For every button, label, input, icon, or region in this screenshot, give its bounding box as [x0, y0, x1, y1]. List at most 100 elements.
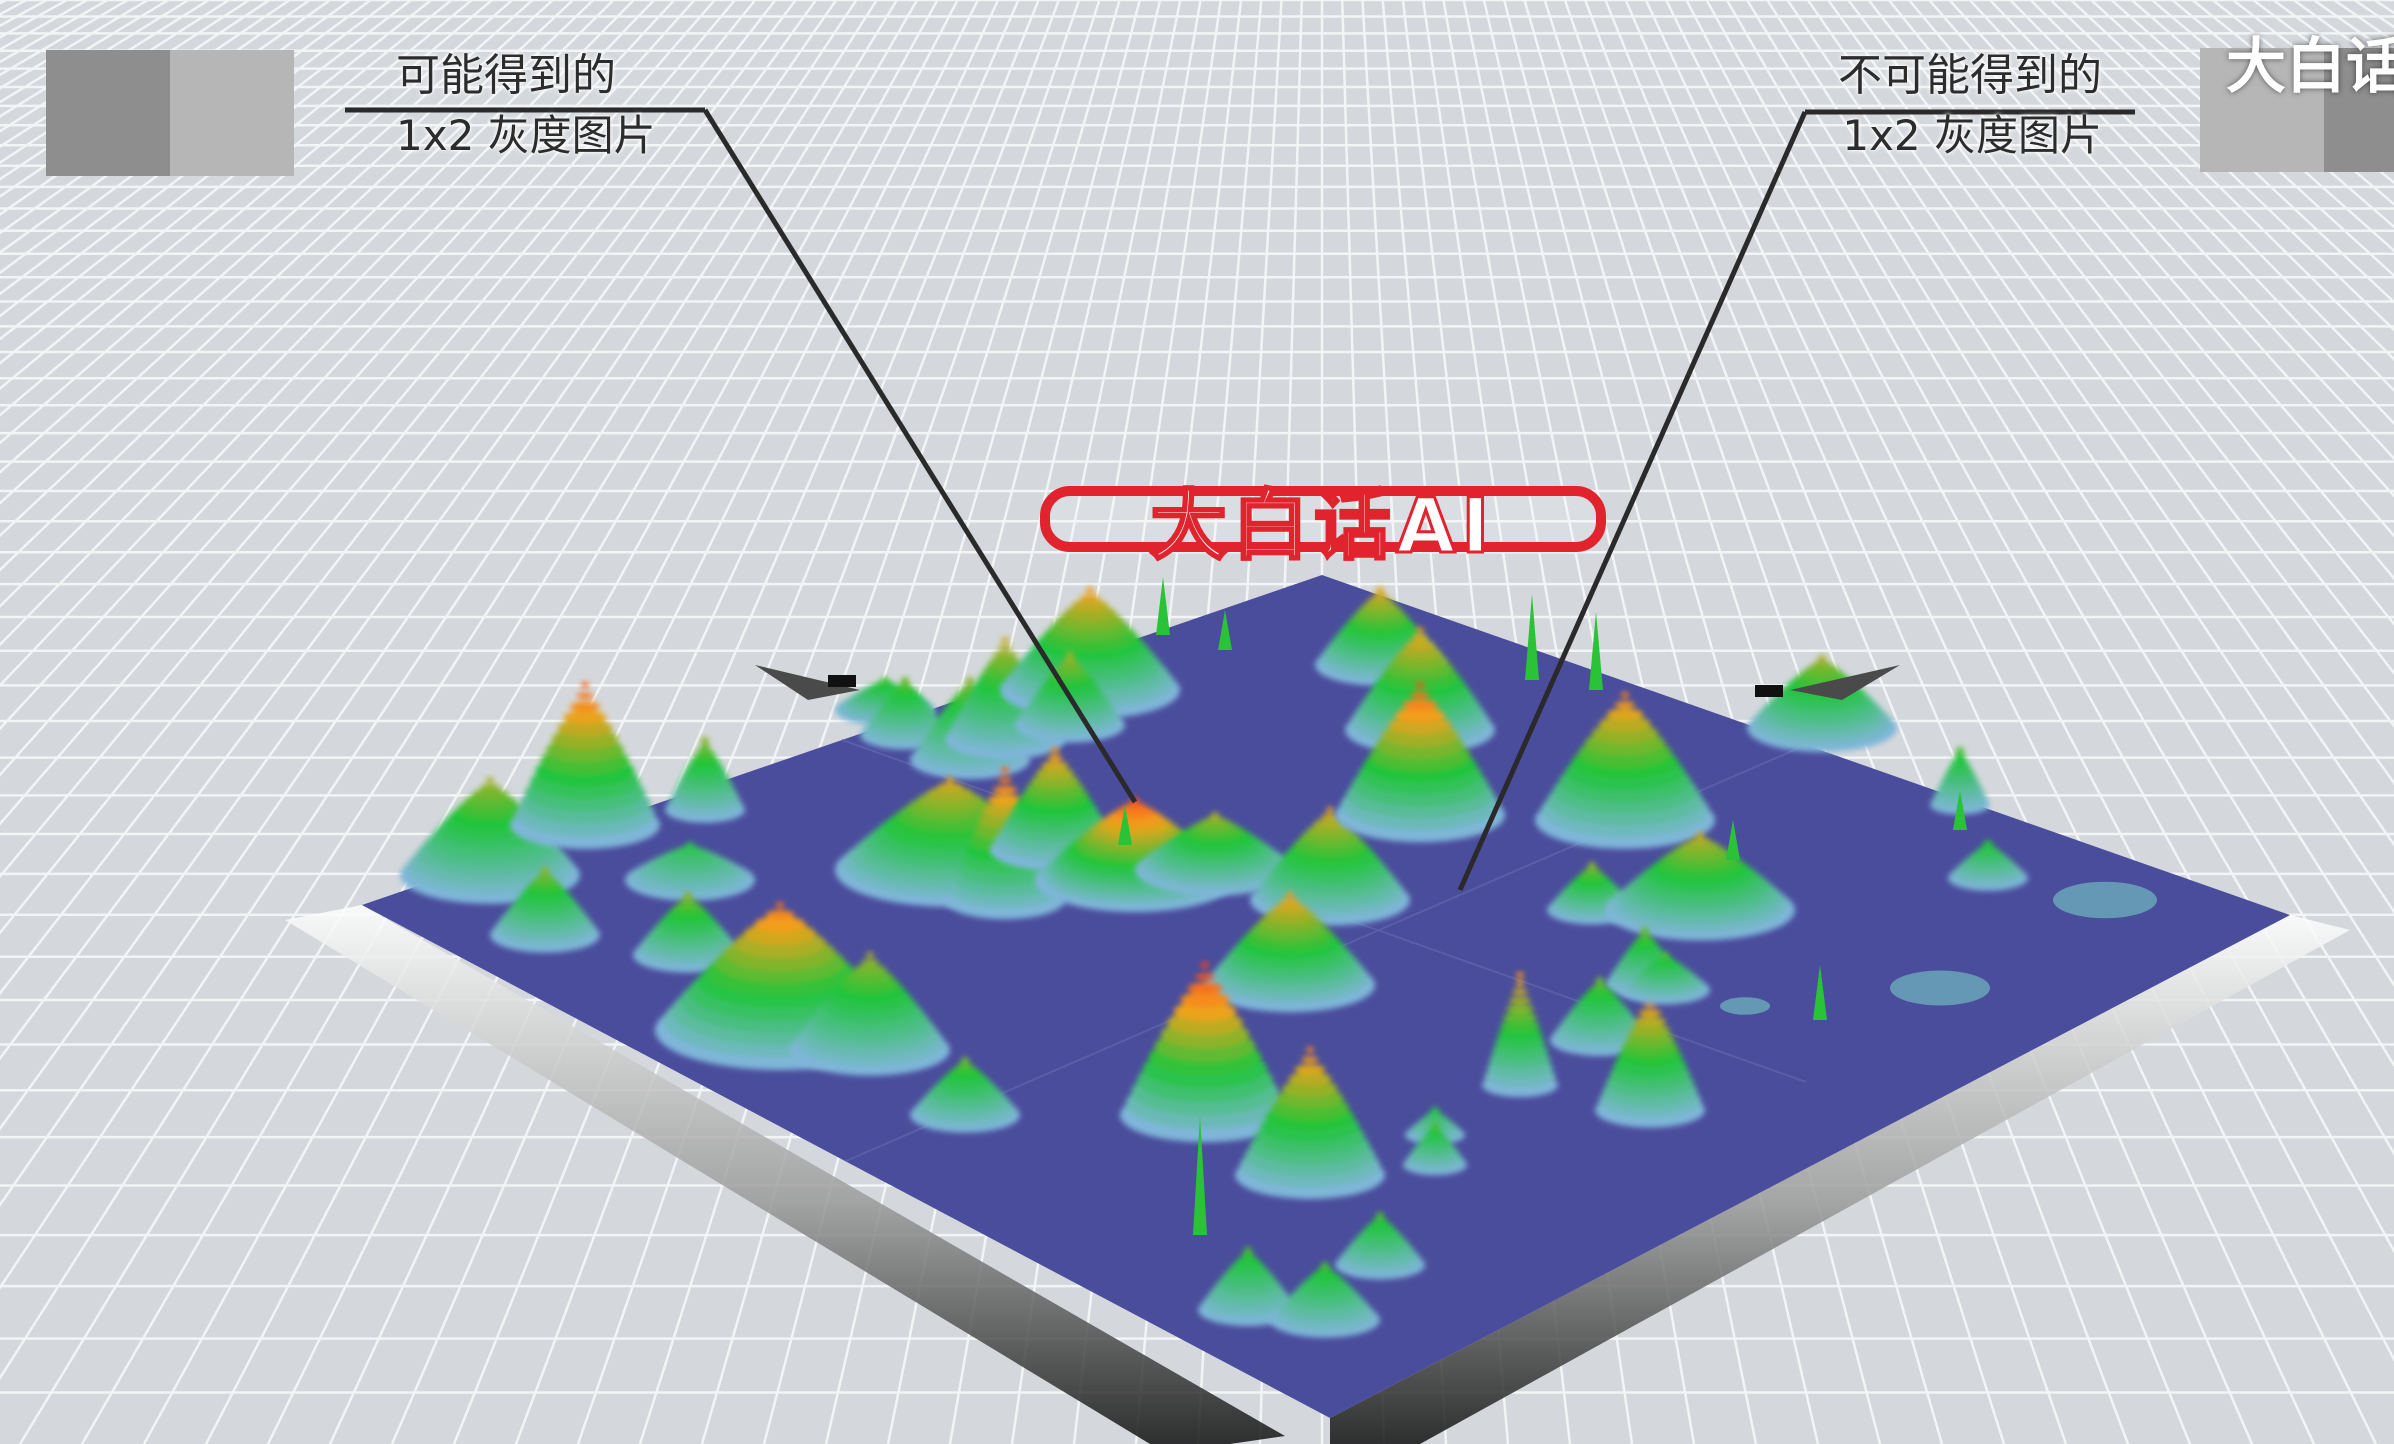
density-peak-layer — [1585, 989, 1615, 999]
density-spike — [1953, 790, 1967, 830]
floor-grid-line — [1745, 0, 2394, 1068]
density-peak — [1550, 977, 1650, 1056]
density-peak — [1595, 992, 1705, 1128]
density-peak-layer — [1237, 1255, 1259, 1263]
density-peak-layer — [1372, 592, 1388, 599]
density-peak — [1270, 1262, 1380, 1338]
density-peak-layer — [1641, 927, 1649, 933]
density-peak-layer — [992, 786, 1018, 794]
density-peak-layer — [1395, 707, 1445, 723]
gray-swatch-left-light — [170, 50, 294, 176]
density-peak-layer — [953, 1064, 977, 1073]
density-peak — [1403, 1122, 1467, 1176]
density-peak — [1135, 812, 1295, 896]
density-peak-layer — [1288, 1071, 1332, 1086]
floor-grid-line — [328, 0, 1000, 1444]
density-spike — [1813, 965, 1827, 1020]
density-peak-layer — [958, 1061, 972, 1068]
density-peak-layer — [1286, 892, 1294, 898]
density-peak-layer — [899, 681, 911, 688]
floor-grid-line — [1664, 0, 2378, 1444]
density-peak — [1205, 892, 1375, 1013]
density-peak-layer — [1411, 634, 1429, 641]
floor-grid-line — [142, 0, 939, 1444]
density-peak-layer — [576, 692, 594, 699]
floor-grid-line — [0, 0, 676, 731]
density-peak-layer — [1500, 1019, 1540, 1033]
density-peak — [1747, 655, 1897, 752]
density-peak-layer — [1606, 708, 1644, 721]
density-peak-layer — [1953, 755, 1967, 762]
floor-grid-line — [0, 0, 656, 688]
floor-grid-line — [0, 0, 596, 572]
density-peak-layer — [1071, 599, 1109, 612]
density-peak-layer — [1599, 715, 1651, 733]
floor-grid-line — [1887, 0, 2394, 626]
floor-grid-line — [0, 0, 879, 1381]
density-peak-layer — [866, 952, 874, 958]
density-peak-layer — [569, 701, 601, 712]
density-peak-layer — [1086, 587, 1094, 593]
density-peak-layer — [1416, 682, 1424, 688]
density-peak-layer — [1636, 935, 1654, 942]
density-disc — [2053, 881, 2157, 919]
density-peak-layer — [966, 677, 974, 683]
density-peaks — [400, 577, 2157, 1338]
floor-grid-line — [1988, 0, 2394, 426]
density-peak-layer — [1806, 663, 1838, 674]
density-peak-layer — [1948, 763, 1972, 771]
density-spike — [1193, 1115, 1207, 1235]
density-disc — [1720, 997, 1770, 1015]
density-peak-layer — [1233, 1259, 1263, 1269]
density-peak-layer — [700, 742, 710, 749]
density-peak-layer — [1813, 660, 1831, 667]
density-spike — [1156, 577, 1170, 635]
density-spike — [1525, 594, 1539, 680]
surface-shadow-left — [285, 905, 1285, 1444]
density-peak — [490, 867, 600, 953]
density-peak-layer — [1515, 980, 1525, 987]
density-peak-layer — [963, 683, 977, 690]
density-peak-layer — [1123, 802, 1147, 810]
floor-grid-line — [0, 0, 838, 1208]
density-peak-layer — [1509, 996, 1531, 1004]
density-peak-layer — [992, 651, 1018, 660]
density-peak-layer — [853, 964, 887, 975]
density-peak-layer — [1633, 939, 1657, 947]
density-peak-layer — [1596, 977, 1604, 983]
density-peak — [510, 682, 660, 849]
density-peak-layer — [1366, 597, 1394, 606]
density-peak-layer — [701, 737, 709, 743]
density-peak-layer — [1956, 747, 1964, 753]
density-peak — [1535, 692, 1715, 849]
annotation-right: 不可能得到的 1x2 灰度图片 — [1838, 46, 2102, 166]
density-peak — [1120, 962, 1290, 1143]
density-peak-layer — [881, 677, 889, 683]
density-peak — [665, 737, 745, 823]
floor-grid-line — [1866, 0, 2394, 676]
floor-grid-line — [1684, 0, 2394, 1363]
density-peak-layer — [1066, 652, 1074, 658]
floor-grid-line — [0, 0, 535, 474]
density-peak-layer — [1689, 837, 1711, 845]
density-peak-layer — [1054, 666, 1086, 677]
floor-grid-line — [1907, 0, 2394, 581]
density-peak-layer — [676, 900, 700, 908]
density-peak-layer — [1326, 807, 1334, 813]
density-peak-layer — [1629, 1023, 1671, 1037]
annotation-left: 可能得到的 1x2 灰度图片 — [396, 46, 656, 166]
density-peak-layer — [998, 777, 1012, 783]
small-marker-left — [755, 665, 860, 700]
floor-grid-line — [0, 0, 818, 1131]
floor-grid-line — [0, 0, 616, 608]
density-peak-layer — [1242, 1251, 1254, 1258]
gray-swatch-left-dark — [46, 50, 170, 176]
floor-grid-line — [0, 0, 737, 879]
density-peak-layer — [1640, 931, 1650, 938]
gray-swatch-right-light — [2200, 48, 2324, 172]
floor-grid-line — [0, 0, 757, 935]
density-peak-layer — [1272, 903, 1308, 915]
density-peak-layer — [901, 677, 909, 683]
density-peak-layer — [1376, 1212, 1384, 1218]
density-peak-layer — [1589, 985, 1611, 993]
